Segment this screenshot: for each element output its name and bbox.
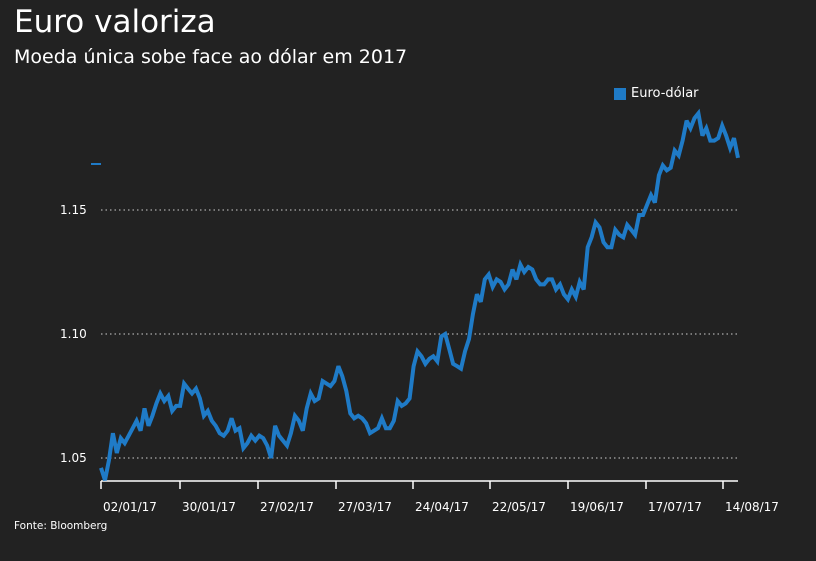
y-tick-label: 1.05 <box>60 451 87 465</box>
series-layer <box>99 108 740 481</box>
x-tick-label: 30/01/17 <box>182 500 236 514</box>
x-tick-label: 27/02/17 <box>260 500 314 514</box>
axis-layer: 1.05 1.10 1.15 02/01/17 30/01/17 27/02/17 27/0… <box>60 163 779 514</box>
chart-title: Euro valoriza <box>14 4 216 40</box>
y-tick-label: 1.10 <box>60 327 87 341</box>
series-line-euro-dolar <box>99 108 740 481</box>
x-tick-label: 24/04/17 <box>415 500 469 514</box>
legend-label: Euro-dólar <box>631 86 699 101</box>
legend: Euro-dólar <box>614 86 699 101</box>
legend-swatch <box>614 87 626 100</box>
grid-layer <box>101 209 738 459</box>
x-tick-label: 22/05/17 <box>492 500 546 514</box>
x-tick-label: 17/07/17 <box>648 500 702 514</box>
x-tick-label: 14/08/17 <box>725 500 779 514</box>
x-tick-label: 02/01/17 <box>103 500 157 514</box>
chart-subtitle: Moeda única sobe face ao dólar em 2017 <box>14 46 408 68</box>
x-tick-label: 27/03/17 <box>338 500 392 514</box>
source-note: Fonte: Bloomberg <box>14 520 108 532</box>
x-tick-label: 19/06/17 <box>570 500 624 514</box>
y-tick-label: 1.15 <box>60 203 87 217</box>
